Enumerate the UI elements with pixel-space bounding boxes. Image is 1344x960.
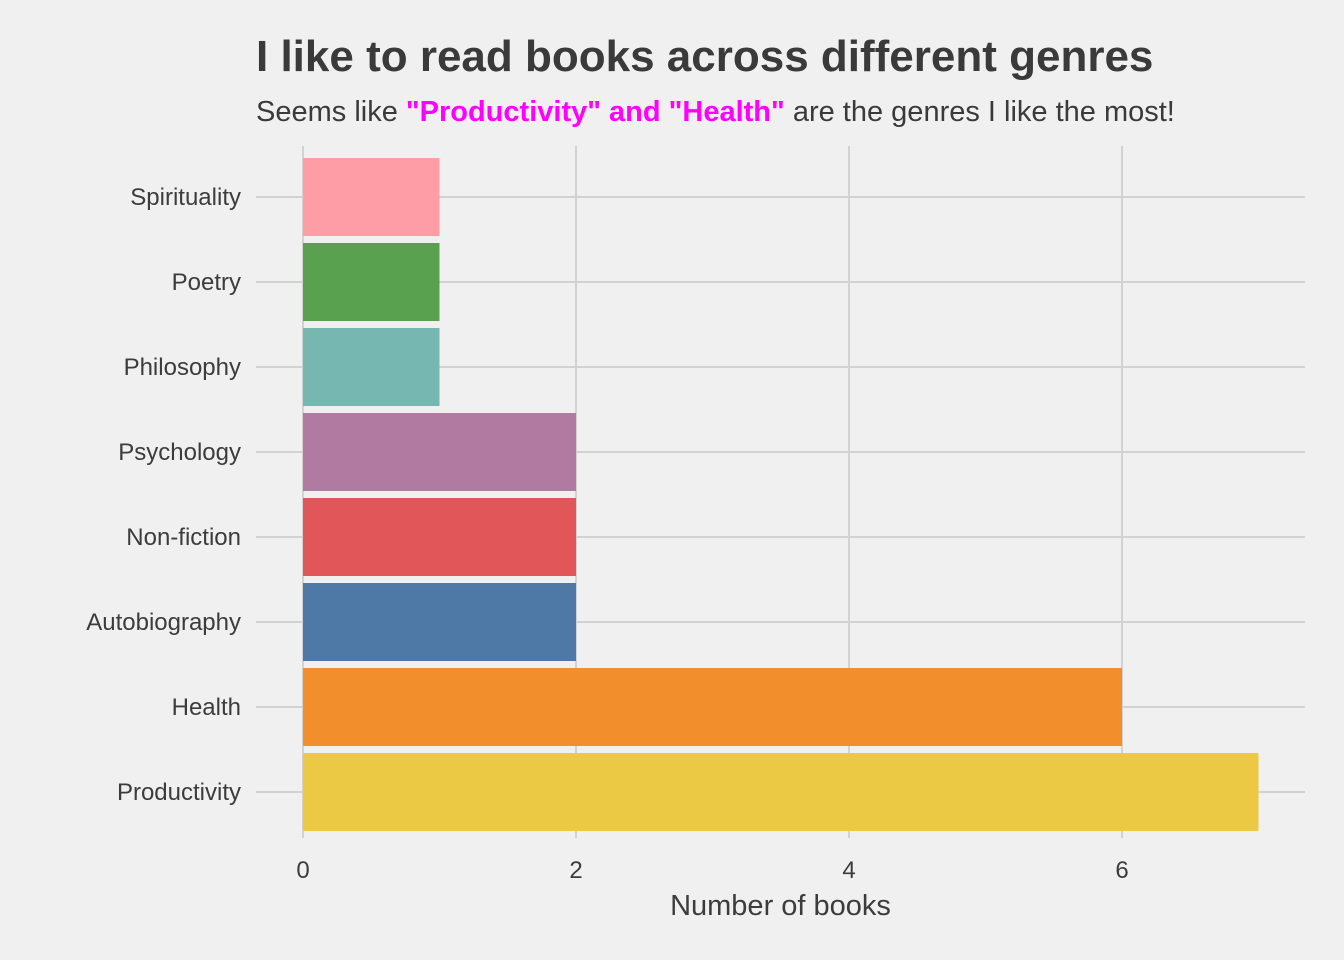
subtitle-prefix: Seems like	[256, 96, 406, 128]
chart-title: I like to read books across different ge…	[256, 32, 1154, 81]
chart-subtitle: Seems like "Productivity" and "Health" a…	[256, 96, 1175, 129]
y-tick-label: Non-fiction	[126, 524, 241, 551]
subtitle-highlight: "Productivity" and "Health"	[405, 96, 785, 128]
bar-spirituality	[303, 158, 440, 236]
y-tick-label: Productivity	[117, 779, 241, 806]
bar-psychology	[303, 413, 576, 491]
y-tick-label: Psychology	[118, 439, 241, 466]
y-tick-label: Spirituality	[130, 184, 241, 211]
y-tick-label: Autobiography	[86, 609, 241, 636]
bar-poetry	[303, 243, 440, 321]
bar-autobiography	[303, 583, 576, 661]
y-tick-label: Health	[172, 694, 241, 721]
x-tick-label: 4	[842, 857, 855, 884]
x-axis-label: Number of books	[670, 890, 891, 922]
subtitle-suffix: are the genres I like the most!	[784, 96, 1175, 128]
x-tick-label: 2	[569, 857, 582, 884]
x-tick-label: 6	[1115, 857, 1128, 884]
bar-health	[303, 668, 1122, 746]
y-tick-label: Poetry	[172, 269, 241, 296]
bar-productivity	[303, 753, 1259, 831]
bar-philosophy	[303, 328, 440, 406]
x-tick-label: 0	[296, 857, 309, 884]
y-tick-label: Philosophy	[124, 354, 241, 381]
bar-non-fiction	[303, 498, 576, 576]
